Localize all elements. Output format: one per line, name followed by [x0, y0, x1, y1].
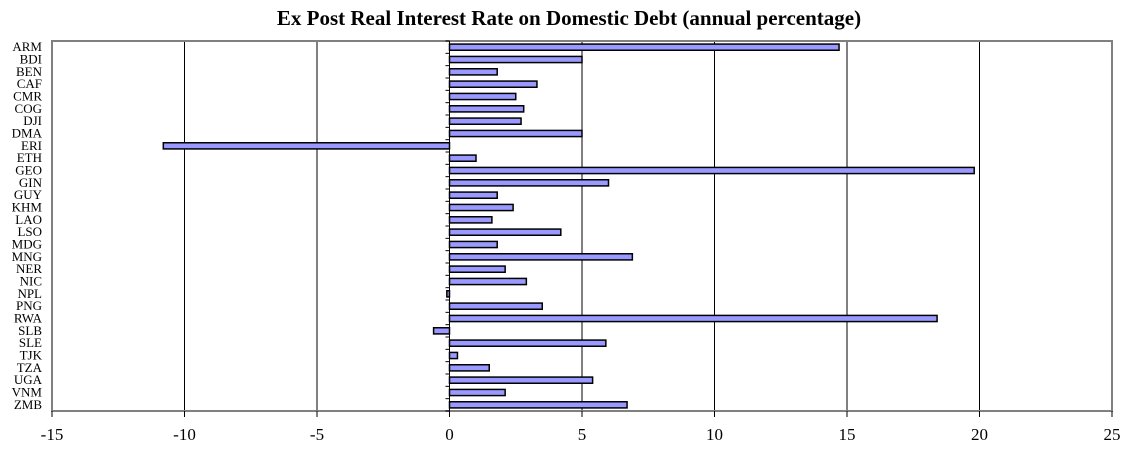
x-tick-label: 5 — [578, 425, 587, 444]
bar-arm — [448, 43, 840, 51]
category-label: LAO — [15, 212, 42, 227]
bar-dji — [448, 117, 522, 126]
category-label: DMA — [12, 126, 43, 141]
category-label: NER — [16, 261, 42, 276]
x-tick-label: 10 — [706, 425, 723, 444]
bar-gin — [448, 179, 610, 187]
bar-sle — [448, 339, 607, 348]
category-label: VNM — [12, 385, 43, 400]
bar-bdi — [448, 55, 583, 64]
category-label: ARM — [12, 39, 42, 54]
bar-mdg — [448, 240, 498, 249]
bar-ben — [448, 68, 498, 76]
chart-title: Ex Post Real Interest Rate on Domestic D… — [276, 6, 862, 30]
x-tick-label: 25 — [1104, 425, 1121, 444]
category-label: SLB — [18, 323, 42, 338]
category-label: KHM — [12, 200, 43, 215]
category-label: NPL — [17, 286, 42, 301]
bar-png — [448, 302, 543, 311]
category-label: LSO — [17, 224, 42, 239]
category-label: GEO — [15, 163, 42, 178]
category-label: GUY — [14, 187, 43, 202]
x-tick-label: -5 — [310, 425, 324, 444]
category-label: NIC — [20, 274, 42, 289]
category-label: PNG — [16, 298, 42, 313]
category-label: DJI — [23, 113, 42, 128]
category-label: UGA — [14, 372, 43, 387]
bar-mng — [448, 253, 634, 261]
category-label: ERI — [21, 138, 42, 153]
bar-ner — [448, 265, 506, 274]
x-tick-label: -15 — [41, 425, 64, 444]
bar-lao — [448, 216, 493, 224]
bar-geo — [448, 166, 975, 175]
category-label: CAF — [17, 76, 42, 91]
bar-tza — [448, 364, 490, 372]
category-label: MDG — [12, 237, 42, 252]
bar-dma — [448, 129, 583, 138]
bar-zmb — [448, 401, 628, 409]
bar-khm — [448, 203, 514, 212]
category-label: COG — [15, 101, 42, 116]
bar-uga — [448, 376, 594, 385]
x-axis-ticks — [51, 411, 1113, 417]
bar-cog — [448, 105, 525, 113]
category-label: TJK — [20, 348, 43, 363]
bar-slb — [432, 327, 451, 335]
bar-eri — [162, 142, 451, 150]
x-axis-labels: -15 -10 -5 0 5 10 15 20 25 — [41, 425, 1121, 444]
x-tick-label: 20 — [971, 425, 988, 444]
category-label: BDI — [20, 52, 42, 67]
x-tick-label: 0 — [445, 425, 454, 444]
bar-caf — [448, 80, 538, 89]
category-label: CMR — [13, 89, 42, 104]
category-label: RWA — [14, 311, 43, 326]
category-label: SLE — [19, 335, 42, 350]
gridlines — [184, 41, 980, 411]
bar-guy — [448, 191, 498, 199]
x-tick-label: -10 — [173, 425, 196, 444]
category-label: BEN — [16, 64, 43, 79]
bar-tjk — [448, 351, 459, 360]
bar-vnm — [448, 388, 506, 397]
category-label: GIN — [19, 175, 43, 190]
x-tick-label: 15 — [839, 425, 856, 444]
bar-cmr — [448, 92, 517, 101]
bar-lso — [448, 228, 562, 236]
category-label: MNG — [12, 249, 42, 264]
bar-nic — [448, 277, 528, 286]
bar-eth — [448, 154, 477, 162]
category-label: ZMB — [14, 397, 43, 412]
category-ticks — [445, 40, 450, 412]
category-label: ETH — [17, 150, 42, 165]
category-label: TZA — [17, 360, 43, 375]
category-labels: ARMBDIBENCAFCMRCOGDJIDMAERIETHGEOGINGUYK… — [12, 39, 43, 412]
bars — [162, 43, 975, 409]
bar-rwa — [448, 314, 938, 323]
